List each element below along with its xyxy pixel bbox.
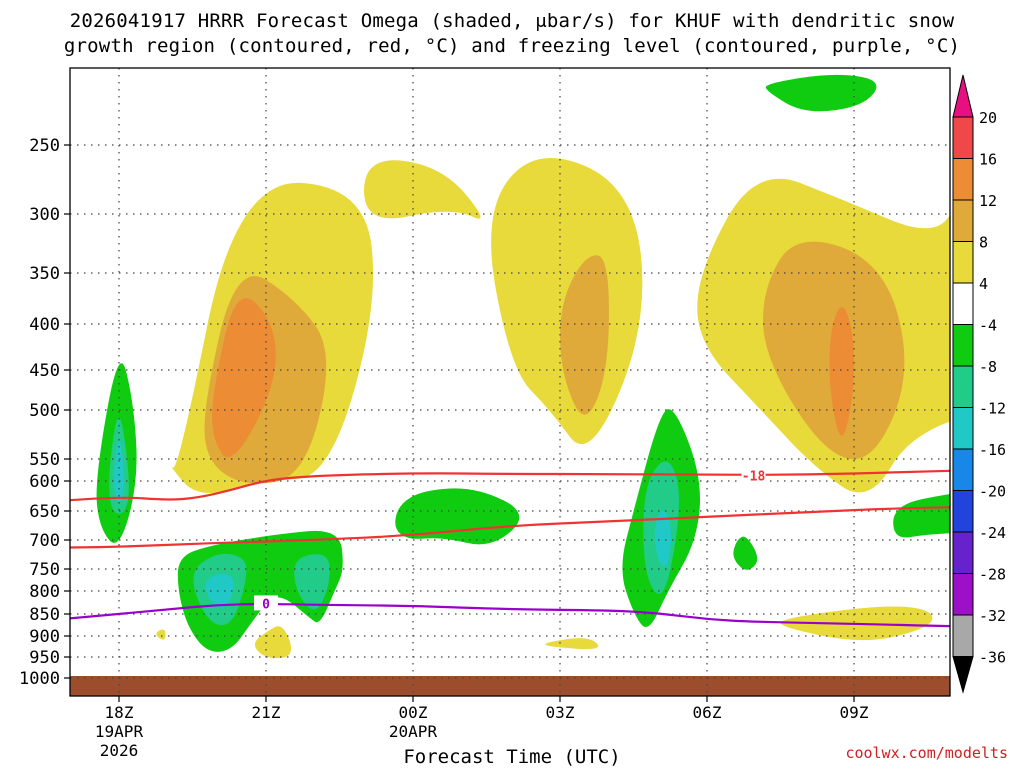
contour-freezing-level	[70, 603, 950, 628]
colorbar-label--16: -16	[979, 441, 1006, 459]
y-tick-label-500: 500	[29, 401, 60, 421]
omega-region-pos4-7	[156, 629, 166, 640]
colorbar-label--24: -24	[979, 524, 1006, 542]
contour-label-freezing-level: 0	[262, 597, 270, 612]
x-tick-label-21Z: 21Z	[252, 703, 281, 722]
y-tick-label-800: 800	[29, 582, 60, 602]
y-tick-label-650: 650	[29, 502, 60, 522]
omega-region-pos4-1	[364, 160, 481, 219]
y-tick-label-550: 550	[29, 450, 60, 470]
x-tick-label-00Z: 00Z	[399, 703, 428, 722]
colorbar-bottom-arrow	[952, 656, 974, 694]
y-tick-label-750: 750	[29, 560, 60, 580]
contour-dendritic-top	[70, 469, 950, 502]
colorbar: 20 16 12 8 4 -4 -8 -12 -16 -20 -24 -28 -32 -36	[952, 74, 1006, 694]
x-tick-label-06Z: 06Z	[693, 703, 722, 722]
y-tick-label-350: 350	[29, 264, 60, 284]
omega-region-neg4-19	[893, 493, 950, 538]
x-tick-date-18Z: 19APR	[95, 722, 144, 741]
colorbar-label-12: 12	[979, 192, 997, 210]
y-tick-label-700: 700	[29, 531, 60, 551]
colorbar-band--24-to--20	[952, 490, 974, 533]
colorbar-label--12: -12	[979, 400, 1006, 418]
chart-title-line-1: 2026041917 HRRR Forecast Omega (shaded, …	[69, 10, 955, 32]
contour-dendritic-bottom	[70, 506, 950, 549]
y-axis-ticks: 1000950900850800750700650600550500450400…	[19, 136, 70, 689]
credit-link[interactable]: coolwx.com/modelts	[845, 744, 1008, 762]
y-tick-label-300: 300	[29, 205, 60, 225]
colorbar-band-4-to-8	[952, 241, 974, 284]
contour-label-bg-dendritic-top	[741, 467, 766, 483]
colorbar-band-12-to-16	[952, 158, 974, 201]
y-tick-label-400: 400	[29, 315, 60, 335]
y-tick-label-600: 600	[29, 472, 60, 492]
colorbar-band--8-to--4	[952, 324, 974, 367]
y-tick-label-950: 950	[29, 648, 60, 668]
colorbar-band--4-to-4	[952, 282, 974, 325]
omega-region-neg4-16	[395, 488, 520, 545]
colorbar-band--32-to--28	[952, 573, 974, 616]
chart-title-line-2: growth region (contoured, red, °C) and f…	[63, 35, 961, 57]
y-tick-label-1000: 1000	[19, 669, 60, 689]
y-tick-label-450: 450	[29, 361, 60, 381]
omega-region-neg4-20	[765, 74, 877, 112]
colorbar-top-arrow	[952, 74, 974, 118]
colorbar-band--28-to--24	[952, 531, 974, 574]
colorbar-band--36-to--32	[952, 614, 974, 657]
colorbar-band-8-to-12	[952, 199, 974, 242]
y-tick-label-900: 900	[29, 627, 60, 647]
colorbar-label--4: -4	[979, 317, 997, 335]
colorbar-label--20: -20	[979, 483, 1006, 501]
contour-label-dendritic-top: -18	[742, 470, 766, 485]
y-tick-label-250: 250	[29, 136, 60, 156]
omega-region-pos8-9	[560, 255, 609, 415]
omega-region-pos4-5	[254, 626, 292, 659]
omega-region-neg4-18	[733, 536, 758, 570]
x-tick-label-18Z: 18Z	[105, 703, 134, 722]
colorbar-band--12-to--8	[952, 365, 974, 408]
omega-region-neg12-27	[205, 573, 234, 608]
plot-frame	[69, 67, 951, 697]
x-tick-date-00Z: 20APR	[389, 722, 438, 741]
x-axis-label: Forecast Time (UTC)	[403, 746, 621, 768]
x-tick-label-03Z: 03Z	[546, 703, 575, 722]
omega-region-neg12-26	[114, 439, 124, 502]
ground-surface	[70, 676, 950, 696]
colorbar-label--32: -32	[979, 607, 1006, 625]
omega-region-pos12-12	[212, 298, 276, 458]
omega-region-neg12-28	[654, 510, 672, 567]
x-tick-year-18Z: 2026	[100, 741, 139, 760]
contour-labels: -18 0	[254, 467, 766, 612]
colorbar-label-20: 20	[979, 109, 997, 127]
omega-region-pos12-13	[829, 307, 854, 436]
x-tick-label-09Z: 09Z	[840, 703, 869, 722]
colorbar-label-4: 4	[979, 275, 988, 293]
y-tick-label-850: 850	[29, 605, 60, 625]
colorbar-label-8: 8	[979, 234, 988, 252]
contour-label-bg-freezing-level	[254, 595, 278, 611]
omega-region-pos4-6	[545, 638, 599, 650]
colorbar-band--16-to--12	[952, 407, 974, 450]
omega-shading	[96, 74, 950, 659]
colorbar-label--36: -36	[979, 649, 1006, 667]
colorbar-band-16-to-20	[952, 116, 974, 159]
contour-lines	[70, 469, 950, 628]
colorbar-label--28: -28	[979, 566, 1006, 584]
colorbar-label-16: 16	[979, 151, 997, 169]
colorbar-label--8: -8	[979, 358, 997, 376]
omega-region-neg8-24	[294, 554, 330, 610]
colorbar-band--20-to--16	[952, 448, 974, 491]
